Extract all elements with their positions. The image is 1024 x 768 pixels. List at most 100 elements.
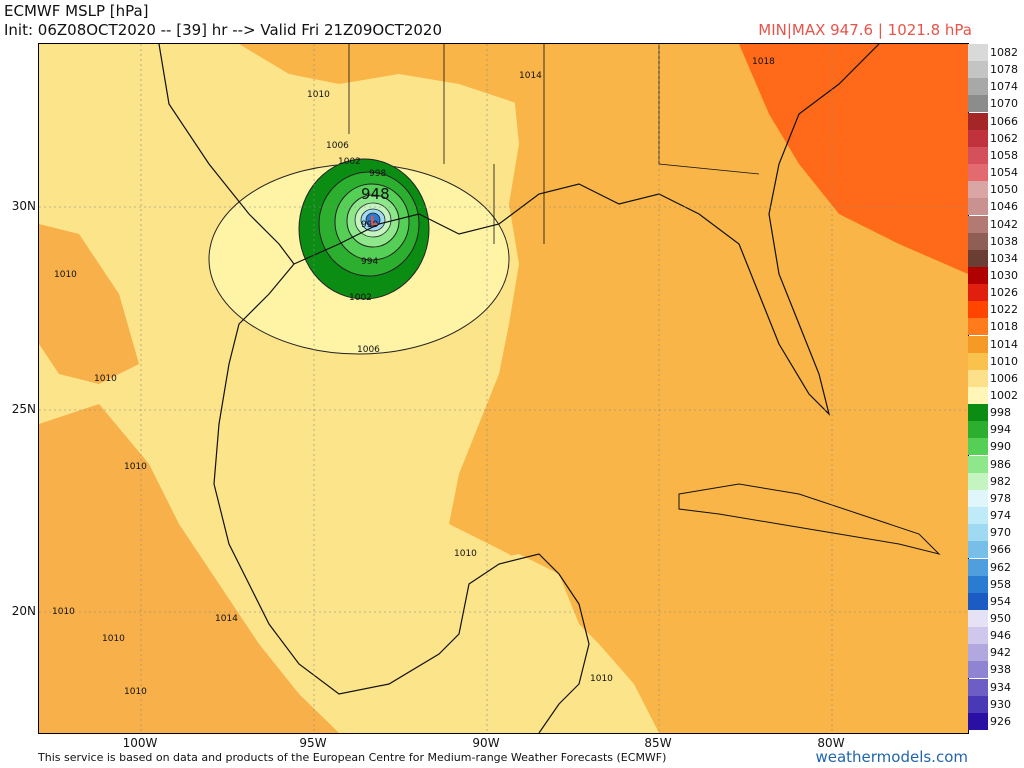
- legend-row: 1022: [968, 301, 1024, 319]
- legend-row: 1082: [968, 44, 1024, 61]
- legend-label: 978: [990, 491, 1011, 505]
- legend-label: 1082: [990, 46, 1018, 59]
- legend-label: 1054: [990, 166, 1018, 180]
- legend-row: 954: [968, 592, 1024, 610]
- pressure-color-legend: 1082 1078 1074 1070 1066 1062 1058 1054 1050 1046…: [968, 44, 1024, 751]
- legend-swatch: [968, 712, 988, 730]
- legend-row: 986: [968, 455, 1024, 473]
- lat-label-30n: 30N: [11, 199, 36, 213]
- legend-label: 1070: [990, 97, 1018, 111]
- lon-label-95w: 95W: [299, 736, 327, 750]
- legend-label: 970: [990, 526, 1011, 540]
- legend-row: 1058: [968, 146, 1024, 164]
- legend-label: 954: [990, 594, 1011, 608]
- map-title: ECMWF MSLP [hPa]: [4, 2, 149, 20]
- legend-label: 1002: [990, 389, 1018, 402]
- gulf-north-coastline: [293, 44, 880, 416]
- contour-label: 1010: [124, 462, 147, 472]
- cuba-coastline: [678, 483, 941, 555]
- lon-label-80w: 80W: [817, 736, 845, 750]
- legend-row: 1062: [968, 129, 1024, 147]
- legend-swatch: [968, 232, 988, 250]
- legend-swatch: [968, 541, 988, 559]
- legend-row: 1054: [968, 164, 1024, 182]
- legend-swatch: [968, 507, 988, 525]
- lon-label-85w: 85W: [644, 736, 672, 750]
- state-borders: [348, 44, 760, 244]
- legend-row: 1066: [968, 112, 1024, 130]
- gulf-west-coastline: [158, 44, 590, 733]
- lat-label-25n: 25N: [11, 402, 36, 416]
- legend-swatch: [968, 215, 988, 233]
- legend-swatch: [968, 421, 988, 439]
- legend-row: 950: [968, 609, 1024, 627]
- legend-swatch: [968, 369, 988, 387]
- legend-swatch: [968, 61, 988, 79]
- legend-row: 930: [968, 695, 1024, 713]
- lon-label-90w: 90W: [472, 736, 500, 750]
- legend-label: 930: [990, 697, 1011, 711]
- contour-label: 1010: [54, 270, 77, 280]
- legend-row: 998: [968, 404, 1024, 422]
- legend-row: 982: [968, 472, 1024, 490]
- field-yucatan: [469, 554, 579, 684]
- legend-label: 1066: [990, 114, 1018, 128]
- legend-label: 990: [990, 440, 1011, 454]
- legend-swatch: [968, 472, 988, 490]
- legend-swatch: [968, 438, 988, 456]
- legend-row: 1010: [968, 352, 1024, 370]
- legend-label: 982: [990, 474, 1011, 488]
- legend-label: 1006: [990, 371, 1018, 385]
- contour-label: 1006: [357, 345, 380, 355]
- legend-swatch: [968, 387, 988, 404]
- legend-row: 978: [968, 489, 1024, 507]
- low-pressure-marker: L: [370, 214, 378, 228]
- legend-swatch: [968, 661, 988, 679]
- field-1014-north: [239, 44, 519, 104]
- legend-label: 1050: [990, 183, 1018, 197]
- legend-swatch: [968, 44, 988, 61]
- legend-swatch: [968, 301, 988, 319]
- legend-row: 1018: [968, 318, 1024, 336]
- legend-swatch: [968, 112, 988, 130]
- contour-label: 1010: [94, 374, 117, 384]
- legend-swatch: [968, 95, 988, 113]
- legend-row: 962: [968, 558, 1024, 576]
- legend-label: 994: [990, 423, 1011, 437]
- legend-row: 970: [968, 524, 1024, 542]
- legend-label: 1018: [990, 320, 1018, 334]
- legend-label: 1042: [990, 217, 1018, 231]
- contour-label: 1018: [752, 57, 775, 67]
- legend-label: 1014: [990, 337, 1018, 351]
- contour-label: 1010: [307, 90, 330, 100]
- legend-row: 1042: [968, 215, 1024, 233]
- legend-swatch: [968, 146, 988, 164]
- center-pressure-label: 948: [361, 185, 390, 203]
- contour-label: 1002: [349, 293, 372, 303]
- brand-link[interactable]: weathermodels.com: [815, 748, 968, 766]
- legend-label: 1030: [990, 268, 1018, 282]
- legend-row: 1046: [968, 198, 1024, 216]
- contour-label: 1010: [52, 607, 75, 617]
- legend-label: 950: [990, 611, 1011, 625]
- legend-row: 1078: [968, 61, 1024, 79]
- legend-swatch: [968, 198, 988, 216]
- legend-swatch: [968, 129, 988, 147]
- field-1010-northmexico: [39, 224, 139, 384]
- contour-label: 1014: [215, 614, 238, 624]
- legend-label: 1010: [990, 354, 1018, 368]
- legend-row: 958: [968, 575, 1024, 593]
- legend-swatch: [968, 575, 988, 593]
- legend-label: 974: [990, 509, 1011, 523]
- legend-row: 1070: [968, 95, 1024, 113]
- legend-swatch: [968, 558, 988, 576]
- legend-row: 1026: [968, 284, 1024, 302]
- legend-label: 926: [990, 714, 1011, 728]
- legend-swatch: [968, 695, 988, 713]
- legend-row: 1034: [968, 249, 1024, 267]
- legend-label: 958: [990, 577, 1011, 591]
- legend-row: 1074: [968, 78, 1024, 96]
- legend-swatch: [968, 78, 988, 96]
- legend-row: 1030: [968, 266, 1024, 284]
- legend-swatch: [968, 352, 988, 370]
